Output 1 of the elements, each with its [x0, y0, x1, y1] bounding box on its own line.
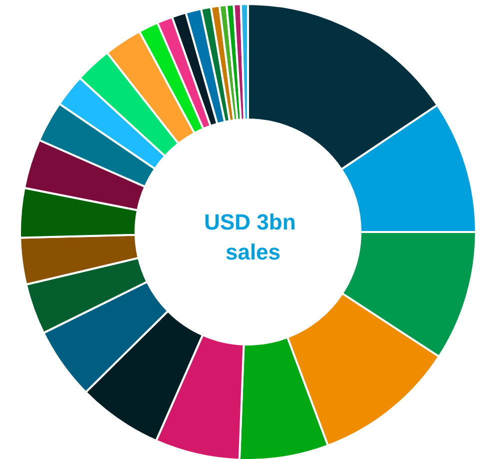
text: USD 3bn sales: [204, 210, 302, 264]
